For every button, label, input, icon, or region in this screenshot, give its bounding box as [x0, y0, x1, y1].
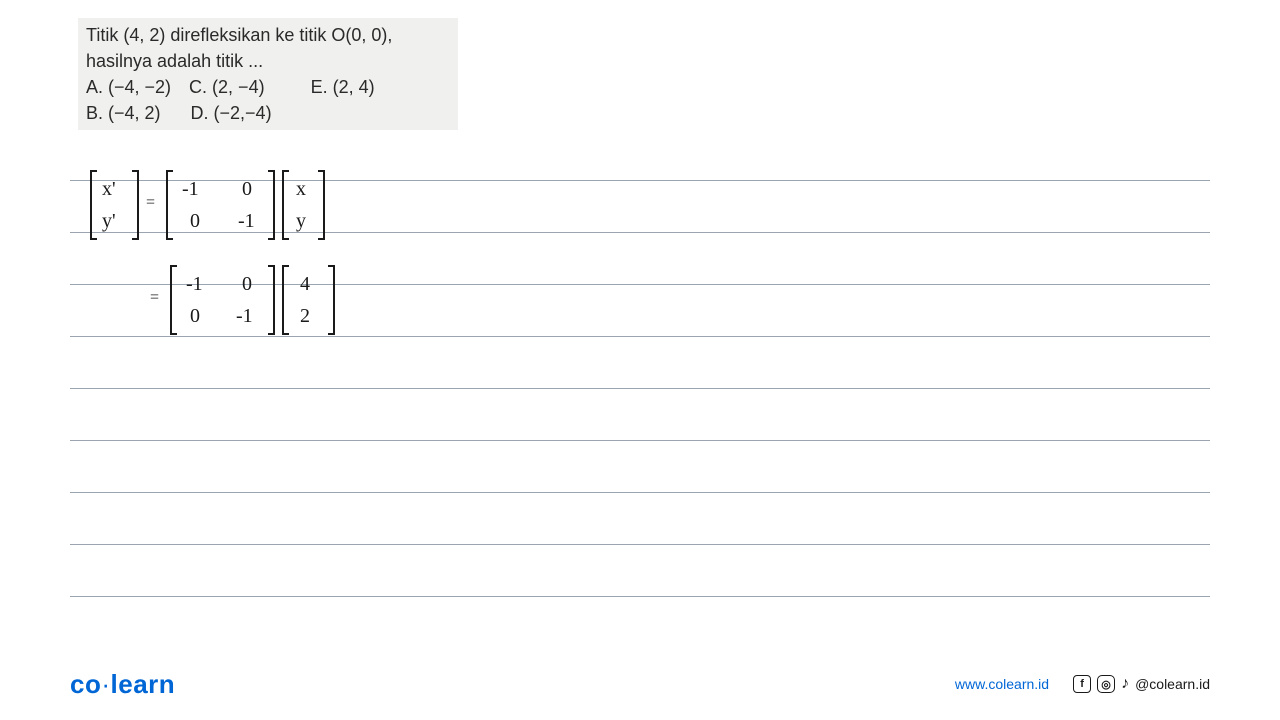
brand-logo: co·learn — [70, 669, 175, 700]
hw-text: 0 — [190, 210, 200, 233]
tiktok-icon: ♪ — [1121, 675, 1129, 693]
hw-text: 0 — [242, 273, 252, 296]
question-line2: hasilnya adalah titik ... — [86, 48, 450, 74]
hw-equals: = — [150, 289, 159, 307]
ruled-line — [70, 492, 1210, 493]
hw-text: 2 — [300, 305, 310, 328]
footer: co·learn www.colearn.id f ◎ ♪ @colearn.i… — [0, 664, 1280, 704]
option-d: D. (−2,−4) — [191, 100, 272, 126]
ruled-line — [70, 388, 1210, 389]
hw-text: x — [296, 178, 306, 201]
ruled-line — [70, 596, 1210, 597]
hw-text: x' — [102, 178, 116, 201]
option-c: C. (2, −4) — [189, 74, 265, 100]
social-links: f ◎ ♪ @colearn.id — [1073, 675, 1210, 693]
logo-text-right: learn — [111, 669, 176, 699]
website-url: www.colearn.id — [955, 676, 1049, 692]
logo-text-left: co — [70, 669, 101, 699]
option-e: E. (2, 4) — [311, 74, 375, 100]
hw-equals: = — [146, 194, 155, 212]
hw-text: y — [296, 210, 306, 233]
hw-text: -1 — [186, 273, 203, 296]
facebook-icon: f — [1073, 675, 1091, 693]
question-line1: Titik (4, 2) direfleksikan ke titik O(0,… — [86, 22, 450, 48]
handwritten-equation-1: x' y' = -1 0 0 -1 x y — [90, 170, 410, 250]
ruled-line — [70, 440, 1210, 441]
hw-text: 4 — [300, 273, 310, 296]
question-box: Titik (4, 2) direfleksikan ke titik O(0,… — [78, 18, 458, 130]
hw-text: -1 — [236, 305, 253, 328]
social-handle: @colearn.id — [1135, 676, 1210, 692]
hw-text: -1 — [238, 210, 255, 233]
option-a: A. (−4, −2) — [86, 74, 171, 100]
handwritten-equation-2: = -1 0 0 -1 4 2 — [170, 265, 410, 345]
ruled-line — [70, 544, 1210, 545]
hw-text: -1 — [182, 178, 199, 201]
hw-text: 0 — [242, 178, 252, 201]
hw-text: y' — [102, 210, 116, 233]
instagram-icon: ◎ — [1097, 675, 1115, 693]
option-b: B. (−4, 2) — [86, 100, 161, 126]
hw-text: 0 — [190, 305, 200, 328]
